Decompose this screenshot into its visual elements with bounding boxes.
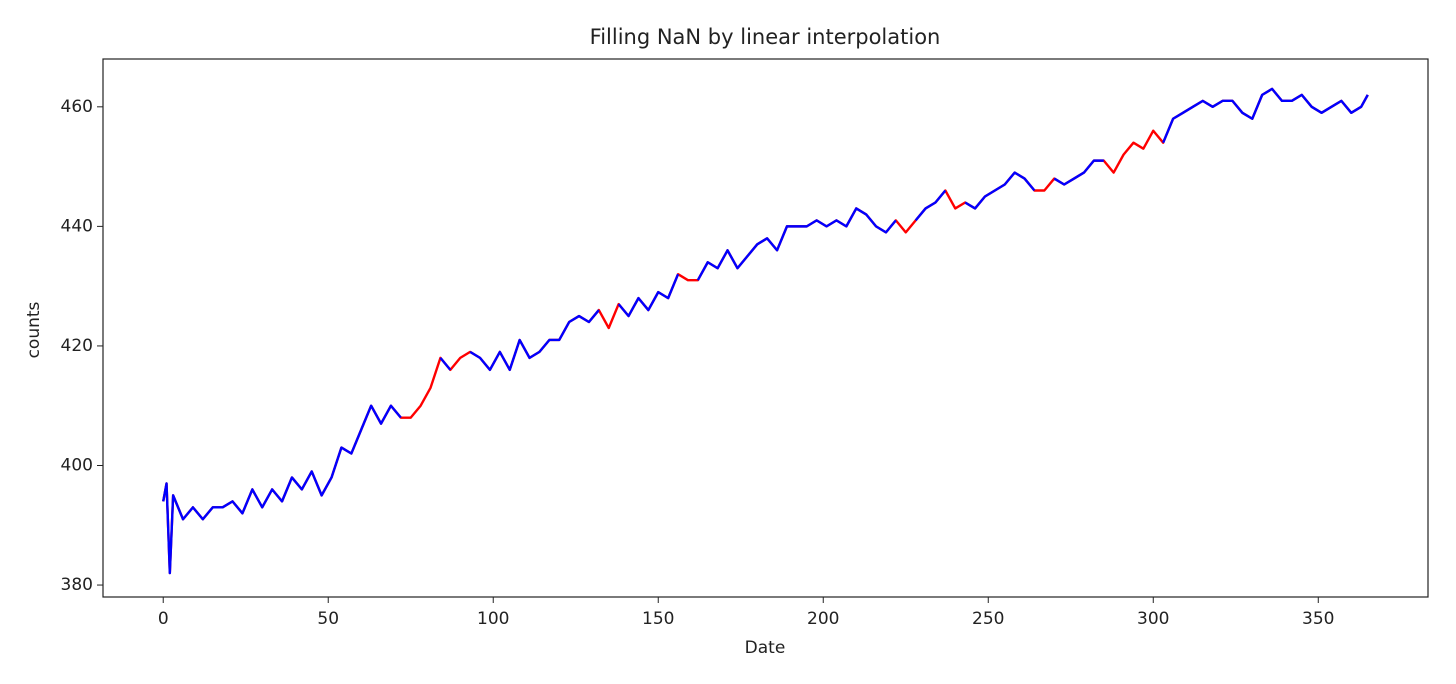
data-line xyxy=(162,87,1369,575)
x-axis-label: Date xyxy=(745,638,786,658)
x-tick-label: 100 xyxy=(477,609,509,629)
data-line xyxy=(162,87,1369,575)
x-tick-label: 250 xyxy=(972,609,1004,629)
y-tick-label: 460 xyxy=(61,97,93,117)
x-tick-label: 300 xyxy=(1137,609,1169,629)
x-tick-label: 150 xyxy=(642,609,674,629)
x-tick-label: 0 xyxy=(158,609,169,629)
y-tick-label: 440 xyxy=(61,216,93,236)
x-tick-label: 350 xyxy=(1302,609,1334,629)
chart-title: Filling NaN by linear interpolation xyxy=(590,25,941,49)
y-axis-label: counts xyxy=(24,301,44,358)
y-tick-label: 380 xyxy=(61,575,93,595)
x-tick-label: 50 xyxy=(317,609,339,629)
y-tick-label: 420 xyxy=(61,336,93,356)
plot-frame xyxy=(102,58,1429,598)
y-tick-label: 400 xyxy=(61,455,93,475)
x-tick-label: 200 xyxy=(807,609,839,629)
